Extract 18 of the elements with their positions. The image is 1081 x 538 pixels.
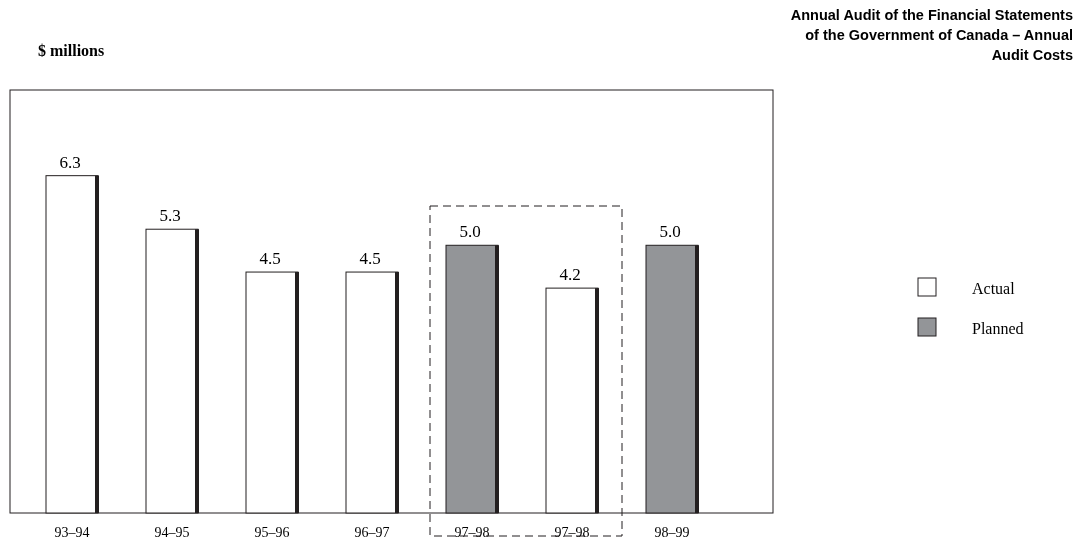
data-label: 5.0 — [459, 222, 481, 242]
y-axis-title: $ millions — [38, 42, 105, 59]
data-label: 5.3 — [159, 206, 181, 226]
legend-label: Actual — [972, 280, 1016, 297]
data-label: 5.0 — [659, 222, 681, 242]
legend-label: Planned — [972, 320, 1024, 337]
x-tick-label: 97–98 — [554, 525, 590, 538]
data-label: 4.5 — [359, 249, 381, 269]
x-tick-label: 96–97 — [354, 525, 390, 538]
x-tick-label: 98–99 — [654, 525, 690, 538]
x-tick-label: 94–95 — [154, 525, 190, 538]
data-label: 4.2 — [559, 265, 581, 285]
x-tick-label: 97–98 — [454, 525, 490, 538]
data-label: 4.5 — [259, 249, 281, 269]
data-label: 6.3 — [59, 152, 81, 172]
x-tick-label: 93–94 — [54, 525, 90, 538]
text: Annual Audit of the Financial Statements of the Government of Canada – Annual Audit Costs — [790, 7, 1073, 63]
x-tick-label: 95–96 — [254, 525, 290, 538]
